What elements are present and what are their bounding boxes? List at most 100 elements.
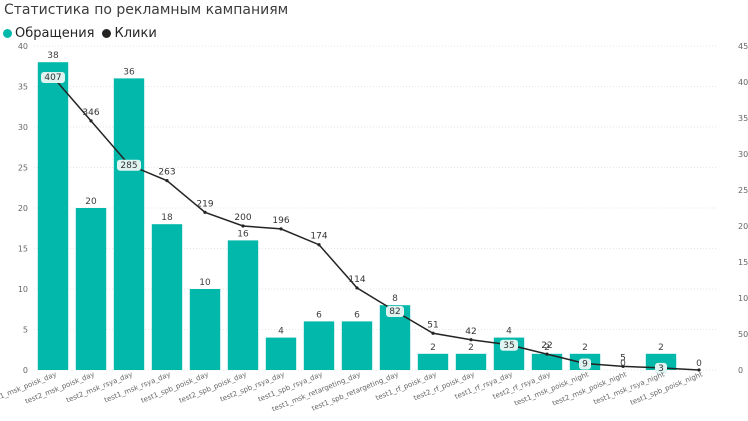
bar[interactable]	[341, 321, 373, 370]
category-label: test2_spb_rsya_day	[219, 370, 286, 403]
line-point[interactable]	[203, 210, 207, 214]
right-tick-label: 200	[738, 222, 748, 231]
line-value-label: 82	[389, 307, 400, 317]
line-point[interactable]	[89, 119, 93, 123]
bar[interactable]	[417, 353, 449, 370]
line-value-label: 9	[582, 360, 588, 370]
line-point[interactable]	[469, 338, 473, 342]
right-tick-label: 0	[738, 366, 743, 375]
line-label-background	[41, 71, 65, 83]
line-point[interactable]	[431, 331, 435, 335]
category-axis: test1_msk_poisk_daytest2_msk_poisk_dayte…	[0, 370, 704, 413]
bar-value-label: 6	[354, 310, 360, 320]
right-tick-label: 300	[738, 150, 748, 159]
line-point[interactable]	[165, 179, 169, 183]
line-point[interactable]	[545, 352, 549, 356]
line-point[interactable]	[355, 286, 359, 290]
bar-value-label: 38	[47, 51, 59, 61]
bar-value-label: 4	[278, 327, 284, 337]
legend-item-clicks[interactable]: Клики	[102, 26, 157, 41]
line-value-label: 35	[503, 341, 514, 351]
bar[interactable]	[151, 224, 183, 370]
line-value-label: 42	[465, 327, 476, 337]
line-value-label: 285	[120, 161, 137, 171]
line-point[interactable]	[317, 243, 321, 247]
legend: Обращения Клики	[3, 24, 165, 42]
line-label-background	[117, 159, 141, 171]
line-point[interactable]	[241, 224, 245, 228]
bar-value-label: 4	[506, 327, 512, 337]
bar[interactable]	[37, 62, 69, 370]
bar-value-label: 2	[544, 343, 550, 353]
bar-value-label: 2	[430, 343, 436, 353]
left-tick-label: 25	[18, 164, 28, 173]
left-tick-label: 30	[18, 123, 28, 132]
right-tick-label: 100	[738, 294, 748, 303]
bar[interactable]	[227, 240, 259, 370]
line-value-label: 200	[234, 213, 251, 223]
line-point[interactable]	[697, 368, 701, 372]
bar[interactable]	[75, 208, 107, 370]
legend-item-requests[interactable]: Обращения	[3, 26, 94, 41]
bar-value-label: 0	[620, 359, 626, 369]
line-value-label: 114	[348, 275, 365, 285]
bar-value-label: 2	[582, 343, 588, 353]
line-value-label: 174	[310, 232, 327, 242]
right-tick-label: 400	[738, 78, 748, 87]
line-value-label: 3	[658, 364, 664, 374]
left-axis: 0 5 10 15 20 25 30 35 40	[18, 42, 28, 375]
left-tick-label: 40	[18, 42, 28, 51]
bar[interactable]	[303, 321, 335, 370]
bar[interactable]	[645, 353, 677, 370]
line-value-label: 5	[620, 353, 626, 363]
clicks-line	[52, 76, 700, 371]
right-tick-label: 50	[738, 330, 748, 339]
line-point[interactable]	[621, 364, 625, 368]
left-tick-label: 35	[18, 83, 28, 92]
category-label: test1_msk_rsya_day	[103, 370, 172, 404]
line-value-label: 22	[541, 341, 552, 351]
line-clicks	[51, 75, 701, 372]
line-value-label: 219	[196, 199, 213, 209]
legend-label-requests: Обращения	[15, 25, 95, 41]
bar[interactable]	[113, 78, 145, 371]
bars-requests	[37, 62, 677, 371]
category-label: test2_spb_poisk_day	[178, 370, 248, 404]
legend-swatch-clicks	[102, 28, 112, 38]
legend-swatch-requests	[3, 28, 12, 38]
line-label-background	[579, 358, 591, 370]
bar-value-label: 18	[161, 213, 173, 223]
line-value-label: 196	[272, 216, 289, 226]
bar-value-label: 8	[392, 294, 398, 304]
right-tick-label: 150	[738, 258, 748, 267]
bar-value-label: 2	[658, 343, 664, 353]
left-tick-label: 0	[23, 366, 28, 375]
gridlines	[34, 45, 718, 371]
line-value-label: 407	[44, 73, 61, 83]
bar[interactable]	[265, 337, 297, 370]
bar[interactable]	[455, 353, 487, 370]
category-label: test1_spb_poisk_day	[140, 370, 210, 404]
line-point[interactable]	[279, 227, 283, 231]
left-tick-label: 15	[18, 245, 28, 254]
right-tick-label: 450	[738, 42, 748, 51]
bar-value-label: 16	[237, 229, 249, 239]
bar-value-label: 2	[468, 343, 474, 353]
left-tick-label: 10	[18, 285, 28, 294]
category-label: test1_spb_poisk_night	[629, 370, 704, 406]
bar-value-label: 20	[85, 197, 97, 207]
bar-value-label: 6	[316, 310, 322, 320]
line-value-label: 346	[82, 108, 99, 118]
line-label-background	[655, 362, 667, 374]
line-value-label: 263	[158, 168, 175, 178]
bar-value-label: 0	[696, 359, 702, 369]
left-tick-label: 20	[18, 204, 28, 213]
bar-value-label: 10	[199, 278, 211, 288]
line-label-background	[500, 339, 518, 351]
bar[interactable]	[189, 289, 221, 370]
right-tick-label: 250	[738, 186, 748, 195]
bar-value-label: 36	[123, 67, 135, 77]
bar[interactable]	[531, 353, 563, 370]
chart-title: Статистика по рекламным кампаниям	[4, 2, 289, 18]
